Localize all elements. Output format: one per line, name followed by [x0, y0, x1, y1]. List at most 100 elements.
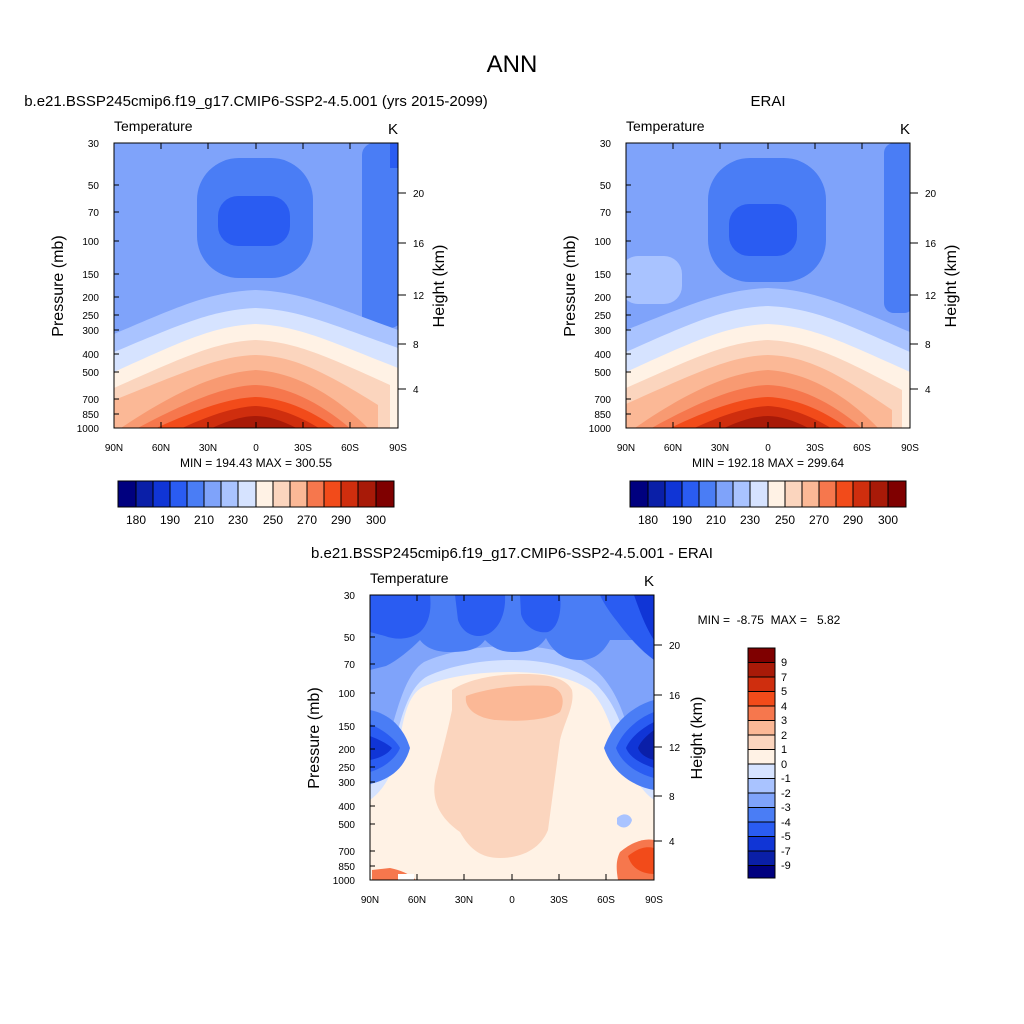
- colorbar-label: 7: [781, 672, 787, 684]
- y-tick-label: 50: [600, 181, 612, 192]
- colorbar-box: [747, 792, 776, 808]
- units-label: K: [644, 573, 654, 590]
- x-axis-ticks: 90N 60N 30N 0 30S 60S 90S: [105, 443, 407, 454]
- x-tick-label: 30N: [711, 443, 729, 454]
- colorbar-box: [255, 480, 274, 508]
- height-tick-marks: [910, 192, 918, 390]
- y-tick-label: 300: [338, 778, 355, 789]
- y-axis-label: Pressure (mb): [562, 235, 579, 336]
- x-tick-label: 0: [509, 895, 515, 906]
- colorbar-box: [664, 480, 683, 508]
- colorbar-label: 230: [740, 513, 760, 527]
- colorbar-box: [732, 480, 751, 508]
- x-tick-marks: [416, 595, 607, 880]
- y-tick-label: 200: [338, 745, 355, 756]
- height-tick-label: 12: [413, 291, 425, 302]
- y-tick-label: 250: [82, 311, 99, 322]
- min-max-text: MIN = 194.43 MAX = 300.55: [180, 456, 332, 470]
- x-tick-label: 30N: [455, 895, 473, 906]
- colorbar-label: 3: [781, 715, 787, 727]
- height-tick-label: 20: [413, 189, 425, 200]
- y-tick-label: 30: [344, 591, 356, 602]
- colorbar-label: -9: [781, 860, 791, 872]
- colorbar-label: 270: [809, 513, 829, 527]
- height-tick-marks: [654, 644, 662, 842]
- x-tick-label: 0: [765, 443, 771, 454]
- y-tick-label: 150: [338, 722, 355, 733]
- missing-data: [398, 874, 414, 880]
- colorbar-box: [747, 647, 776, 663]
- y-tick-label: 850: [338, 862, 355, 873]
- y-tick-label: 50: [344, 633, 356, 644]
- contour-fill: [617, 814, 632, 828]
- y-tick-label: 100: [594, 237, 611, 248]
- contour-field: [114, 143, 398, 428]
- contour-fill: [465, 685, 563, 721]
- colorbar-box: [715, 480, 734, 508]
- colorbar-box: [289, 480, 308, 508]
- colorbar-box: [747, 821, 776, 837]
- x-tick-label: 90N: [361, 895, 379, 906]
- panel-diff: b.e21.BSSP245cmip6.f19_g17.CMIP6-SSP2-4.…: [306, 545, 841, 906]
- x-tick-marks: [672, 143, 863, 428]
- contour-fill: [434, 674, 573, 858]
- y-tick-label: 100: [82, 237, 99, 248]
- colorbar-box: [340, 480, 359, 508]
- y-tick-label: 30: [88, 139, 100, 150]
- x-tick-label: 90N: [617, 443, 635, 454]
- panel-title: ERAI: [750, 93, 785, 110]
- x-tick-label: 90S: [645, 895, 663, 906]
- colorbar-box: [835, 480, 854, 508]
- y-tick-label: 850: [594, 410, 611, 421]
- colorbar-label: 190: [160, 513, 180, 527]
- panel-obs: ERAI Temperature K 30 50 70 100 150: [562, 93, 960, 527]
- colorbar-box: [698, 480, 717, 508]
- colorbar-box: [647, 480, 666, 508]
- height-axis-ticks: 20 16 12 8 4: [925, 189, 937, 396]
- height-tick-label: 12: [925, 291, 937, 302]
- colorbar: 9 7 5 4 3 2 1 0 -1 -2 -3 -4 -5 -7 -9: [747, 647, 791, 879]
- y-tick-label: 300: [594, 326, 611, 337]
- colorbar-box: [869, 480, 889, 508]
- left-string: Temperature: [370, 570, 449, 586]
- x-tick-label: 30N: [199, 443, 217, 454]
- colorbar-box: [747, 865, 776, 879]
- colorbar-box: [747, 836, 776, 852]
- y-tick-label: 850: [82, 410, 99, 421]
- colorbar-label: 210: [706, 513, 726, 527]
- contour-fill: [370, 736, 392, 760]
- contour-fill: [370, 595, 431, 639]
- height-axis-ticks: 20 16 12 8 4: [413, 189, 425, 396]
- x-tick-label: 60N: [152, 443, 170, 454]
- colorbar-box: [203, 480, 222, 508]
- height-axis-label: Height (km): [431, 245, 448, 328]
- contour-fill: [729, 204, 797, 256]
- height-tick-label: 16: [669, 691, 681, 702]
- height-tick-label: 4: [925, 385, 931, 396]
- colorbar-box: [135, 480, 154, 508]
- colorbar-label: 290: [843, 513, 863, 527]
- x-tick-label: 30S: [550, 895, 568, 906]
- colorbar-box: [767, 480, 786, 508]
- y-tick-label: 70: [88, 208, 100, 219]
- contour-fill: [884, 143, 910, 313]
- height-tick-label: 4: [413, 385, 419, 396]
- units-label: K: [900, 121, 910, 138]
- colorbar-box: [375, 480, 395, 508]
- y-tick-label: 1000: [333, 876, 356, 887]
- colorbar-label: -7: [781, 846, 791, 858]
- colorbar-label: -5: [781, 831, 791, 843]
- x-tick-label: 30S: [806, 443, 824, 454]
- colorbar: 180 190 210 230 250 270 290 300: [117, 480, 395, 527]
- y-axis-label: Pressure (mb): [306, 687, 323, 788]
- contour-fill: [634, 595, 654, 640]
- colorbar-box: [747, 691, 776, 707]
- x-tick-label: 60S: [597, 895, 615, 906]
- colorbar-label: 0: [781, 759, 787, 771]
- height-tick-label: 16: [413, 239, 425, 250]
- x-tick-label: 60S: [341, 443, 359, 454]
- colorbar-label: 230: [228, 513, 248, 527]
- colorbar-box: [323, 480, 342, 508]
- height-axis-label: Height (km): [689, 697, 706, 780]
- colorbar-box: [747, 662, 776, 678]
